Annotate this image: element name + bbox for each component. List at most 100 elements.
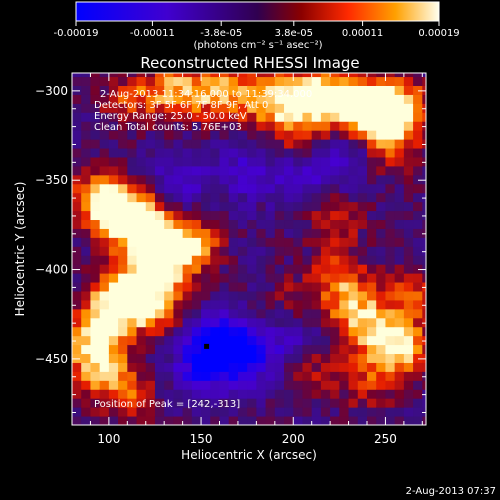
heatmap-cell xyxy=(127,94,138,104)
heatmap-cell xyxy=(274,371,285,381)
heatmap-cell xyxy=(108,165,119,176)
heatmap-cell xyxy=(191,94,202,104)
heatmap-cell xyxy=(164,192,174,203)
heatmap-cell xyxy=(237,228,248,238)
heatmap-cell xyxy=(265,371,276,381)
heatmap-cell xyxy=(164,237,174,247)
heatmap-cell xyxy=(118,416,128,425)
heatmap-cell xyxy=(367,264,377,274)
heatmap-cell xyxy=(284,121,294,131)
heatmap-cell xyxy=(154,94,165,104)
heatmap-cell xyxy=(357,317,368,328)
heatmap-cell xyxy=(265,299,276,310)
heatmap-cell xyxy=(136,165,147,176)
heatmap-cell xyxy=(145,255,156,265)
heatmap-cell xyxy=(136,73,147,78)
heatmap-cell xyxy=(385,371,396,381)
heatmap-cell xyxy=(320,183,331,194)
heatmap-cell xyxy=(320,121,331,131)
heatmap-cell xyxy=(237,353,248,363)
heatmap-cell xyxy=(99,326,110,337)
heatmap-cell xyxy=(90,326,101,337)
heatmap-cell xyxy=(376,389,386,399)
heatmap-cell xyxy=(154,210,165,221)
heatmap-cell xyxy=(376,246,386,256)
heatmap-cell xyxy=(99,73,110,78)
heatmap-cell xyxy=(422,183,426,194)
heatmap-cell xyxy=(394,201,405,212)
heatmap-cell xyxy=(302,156,313,167)
heatmap-cell xyxy=(90,76,101,86)
heatmap-cell xyxy=(385,219,396,229)
heatmap-cell xyxy=(228,317,239,328)
heatmap-cell xyxy=(274,380,285,390)
heatmap-cell xyxy=(403,344,414,355)
heatmap-cell xyxy=(357,273,368,283)
heatmap-cell xyxy=(247,389,257,399)
heatmap-cell xyxy=(182,73,193,78)
heatmap-cell xyxy=(237,201,248,212)
heatmap-cell xyxy=(330,246,340,256)
heatmap-cell xyxy=(127,407,138,417)
heatmap-cell xyxy=(422,380,426,390)
heatmap-cell xyxy=(256,246,267,256)
heatmap-cell xyxy=(210,183,220,194)
heatmap-cell xyxy=(191,380,202,390)
heatmap-cell xyxy=(320,148,331,158)
heatmap-cell xyxy=(90,130,101,140)
heatmap-cell xyxy=(191,344,202,355)
heatmap-cell xyxy=(284,380,294,390)
heatmap-cell xyxy=(367,76,377,86)
heatmap-cell xyxy=(256,273,267,283)
heatmap-cell xyxy=(274,255,285,265)
heatmap-cell xyxy=(127,344,138,355)
heatmap-cell xyxy=(154,112,165,122)
heatmap-cell xyxy=(265,335,276,346)
heatmap-cell xyxy=(348,112,359,122)
heatmap-cell xyxy=(265,353,276,363)
heatmap-cell xyxy=(81,192,91,203)
heatmap-cell xyxy=(348,219,359,229)
heatmap-cell xyxy=(164,335,174,346)
heatmap-cell xyxy=(81,139,91,149)
heatmap-cell xyxy=(385,299,396,310)
heatmap-cell xyxy=(413,335,423,346)
heatmap-cell xyxy=(284,398,294,408)
heatmap-cell xyxy=(284,255,294,265)
heatmap-cell xyxy=(293,344,303,355)
heatmap-cell xyxy=(154,398,165,408)
heatmap-cell xyxy=(219,264,230,274)
heatmap-cell xyxy=(173,362,184,372)
heatmap-cell xyxy=(247,130,257,140)
heatmap-cell xyxy=(348,273,359,283)
heatmap-cell xyxy=(348,237,359,247)
heatmap-cell xyxy=(320,371,331,381)
heatmap-cell xyxy=(154,335,165,346)
heatmap-cell xyxy=(90,85,101,95)
heatmap-cell xyxy=(228,362,239,372)
heatmap-cell xyxy=(210,112,220,122)
heatmap-cell xyxy=(413,407,423,417)
heatmap-cell xyxy=(265,112,276,122)
heatmap-cell xyxy=(394,85,405,95)
heatmap-cell xyxy=(108,192,119,203)
heatmap-cell xyxy=(145,85,156,95)
heatmap-cell xyxy=(90,353,101,363)
heatmap-cell xyxy=(118,148,128,158)
heatmap-cell xyxy=(237,237,248,247)
heatmap-cell xyxy=(154,103,165,113)
heatmap-cell xyxy=(210,353,220,363)
heatmap-cell xyxy=(164,344,174,355)
heatmap-cell xyxy=(154,282,165,292)
heatmap-cell xyxy=(118,103,128,113)
heatmap-cell xyxy=(219,183,230,194)
heatmap-cell xyxy=(403,290,414,301)
heatmap-cell xyxy=(403,94,414,104)
heatmap-cell xyxy=(237,255,248,265)
heatmap-cell xyxy=(191,416,202,425)
heatmap-cell xyxy=(302,299,313,310)
heatmap-cell xyxy=(81,389,91,399)
heatmap-cell xyxy=(320,192,331,203)
heatmap-cell xyxy=(330,237,340,247)
heatmap-cell xyxy=(302,380,313,390)
